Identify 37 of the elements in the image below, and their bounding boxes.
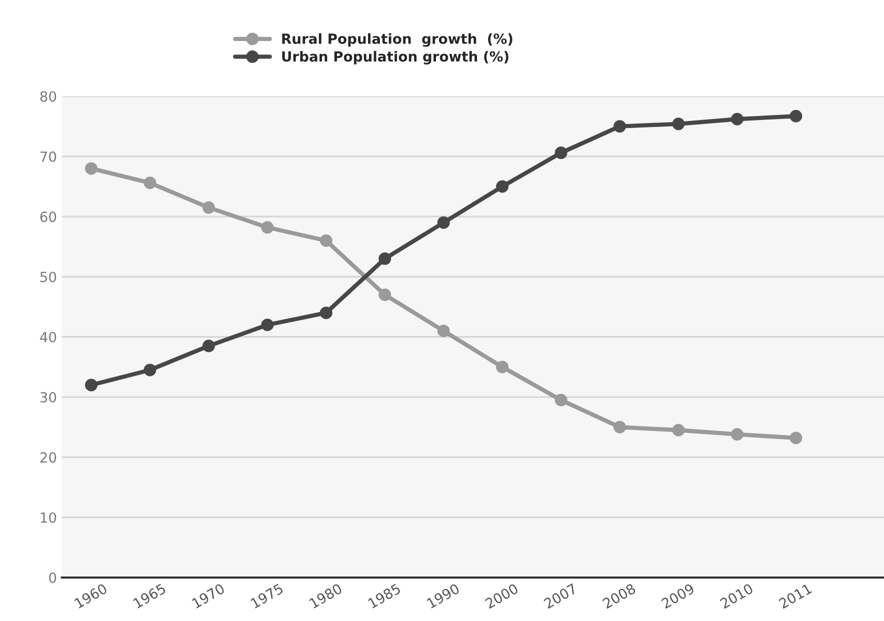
point <box>144 364 156 376</box>
point <box>672 424 685 436</box>
y-tick-label: 80 <box>40 91 56 102</box>
point <box>378 288 392 302</box>
y-tick-label: 30 <box>40 392 56 403</box>
point <box>202 340 215 352</box>
y-tick-label: 50 <box>40 272 56 282</box>
legend-label: Urban Population growth (%) <box>282 50 508 65</box>
point <box>144 176 156 190</box>
point <box>261 318 274 332</box>
point <box>378 252 392 265</box>
y-tick-label: 60 <box>40 212 56 222</box>
point <box>730 112 744 126</box>
point <box>613 420 626 434</box>
point <box>672 118 685 130</box>
point <box>320 306 332 320</box>
point <box>261 221 274 234</box>
point <box>496 360 509 374</box>
y-tick-label: 0 <box>49 572 56 584</box>
point <box>320 234 332 247</box>
point <box>437 216 450 229</box>
legend-label: Rural Population growth (%) <box>282 33 512 47</box>
point <box>496 180 509 193</box>
point <box>613 120 626 133</box>
point <box>554 146 568 160</box>
point <box>84 378 98 392</box>
point <box>730 428 744 441</box>
point <box>790 432 802 444</box>
point <box>790 110 802 122</box>
point <box>202 201 215 214</box>
point <box>437 324 450 338</box>
point <box>554 394 568 406</box>
y-tick-label: 20 <box>40 452 56 463</box>
point <box>84 162 98 175</box>
y-tick-label: 70 <box>40 151 56 162</box>
y-tick-label: 40 <box>40 332 56 342</box>
y-tick-label: 10 <box>40 512 56 523</box>
